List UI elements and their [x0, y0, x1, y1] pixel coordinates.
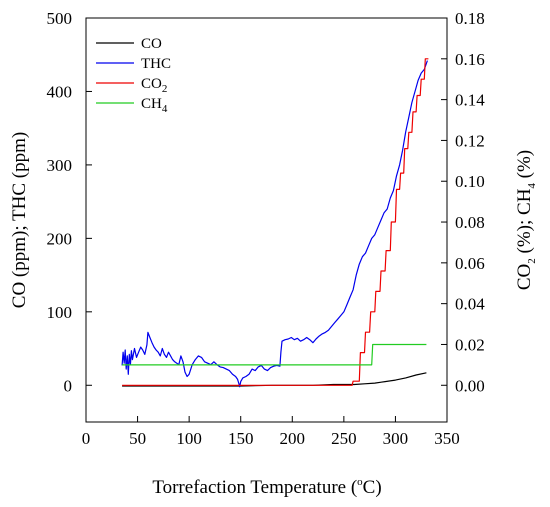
x-axis-ticks: 0 50 100 150 200 250 300 350	[82, 416, 460, 448]
legend-label-ch4: CH4	[141, 96, 168, 115]
y-left-tick-label: 300	[47, 156, 73, 175]
series-line-thc	[121, 60, 428, 388]
x-tick-label: 250	[331, 429, 357, 448]
y-right-tick-label: 0.06	[455, 254, 485, 273]
y-left-tick-label: 100	[47, 303, 73, 322]
series-line-ch4	[122, 343, 427, 366]
y-left-axis-title: CO (ppm); THC (ppm)	[9, 132, 30, 308]
y-left-tick-label: 0	[64, 376, 73, 395]
x-tick-label: 100	[176, 429, 202, 448]
x-tick-label: 300	[383, 429, 409, 448]
y-right-tick-label: 0.00	[455, 376, 485, 395]
x-tick-label: 0	[82, 429, 91, 448]
series-line-co	[122, 372, 427, 387]
x-tick-label: 50	[129, 429, 146, 448]
y-right-tick-label: 0.12	[455, 131, 485, 150]
y-right-axis-ticks: 0.00 0.02 0.04 0.06 0.08 0.10 0.12 0.14 0.16 0.18	[441, 9, 485, 395]
legend-label-co: CO	[141, 36, 162, 52]
legend-label-thc: THC	[141, 56, 171, 72]
y-right-tick-label: 0.10	[455, 172, 485, 191]
y-left-tick-label: 200	[47, 229, 73, 248]
series-layer	[121, 58, 429, 388]
x-tick-label: 350	[434, 429, 460, 448]
y-right-tick-label: 0.18	[455, 9, 485, 28]
x-axis-title: Torrefaction Temperature (oC)	[152, 476, 381, 498]
x-tick-label: 200	[280, 429, 306, 448]
plot-frame	[85, 17, 448, 423]
y-right-axis-title: CO2 (%); CH4 (%)	[514, 150, 538, 290]
y-right-tick-label: 0.02	[455, 335, 485, 354]
y-right-tick-label: 0.16	[455, 50, 485, 69]
y-left-axis-ticks: 0 100 200 300 400 500	[47, 9, 92, 395]
series-line-co2	[122, 58, 429, 386]
legend-label-co2: CO2	[141, 76, 167, 95]
y-right-tick-label: 0.14	[455, 91, 485, 110]
y-left-tick-label: 400	[47, 82, 73, 101]
y-left-tick-label: 500	[47, 9, 73, 28]
x-tick-label: 150	[228, 429, 254, 448]
y-right-tick-label: 0.04	[455, 295, 485, 314]
y-right-tick-label: 0.08	[455, 213, 485, 232]
